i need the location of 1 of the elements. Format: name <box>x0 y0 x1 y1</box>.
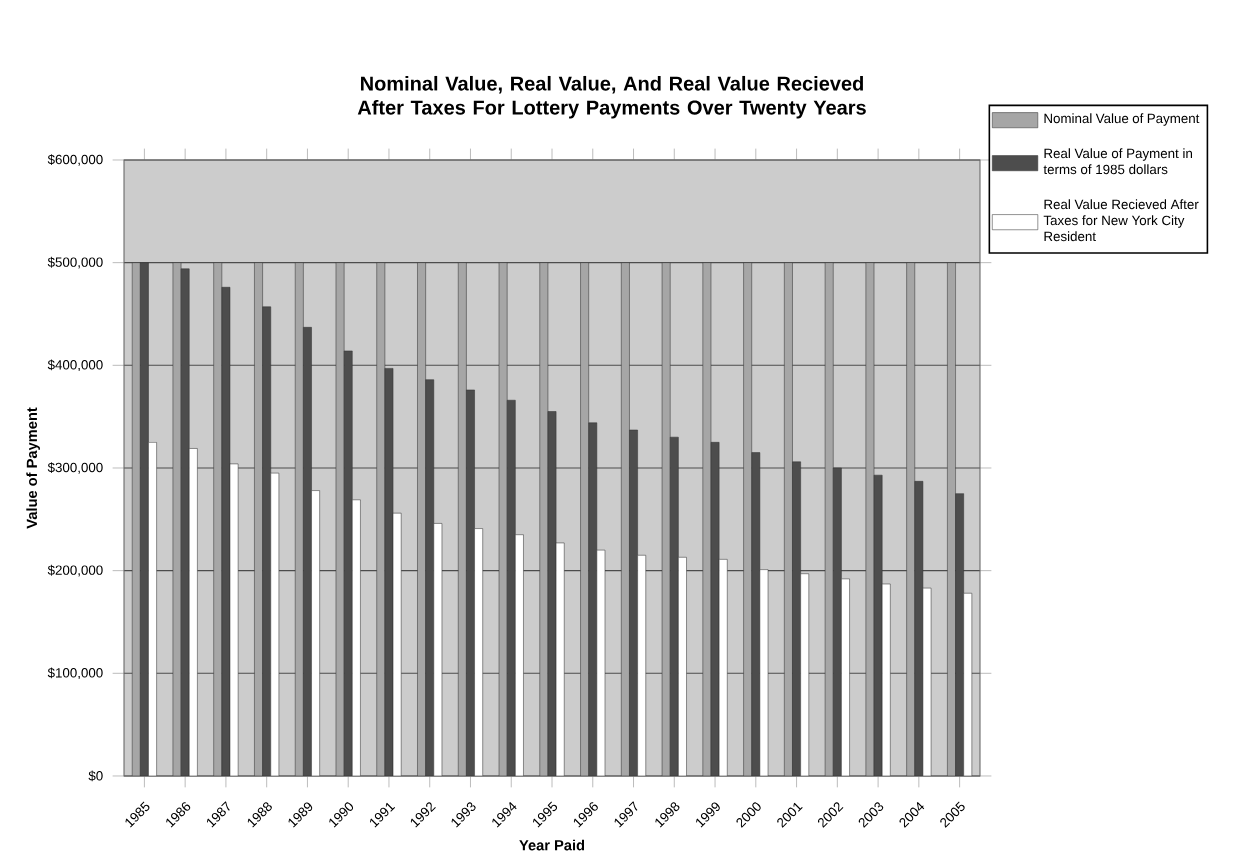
chart-title: Nominal Value, Real Value, And Real Value Recieved After Taxes For Lottery Payments Over Twenty Years <box>357 75 866 119</box>
